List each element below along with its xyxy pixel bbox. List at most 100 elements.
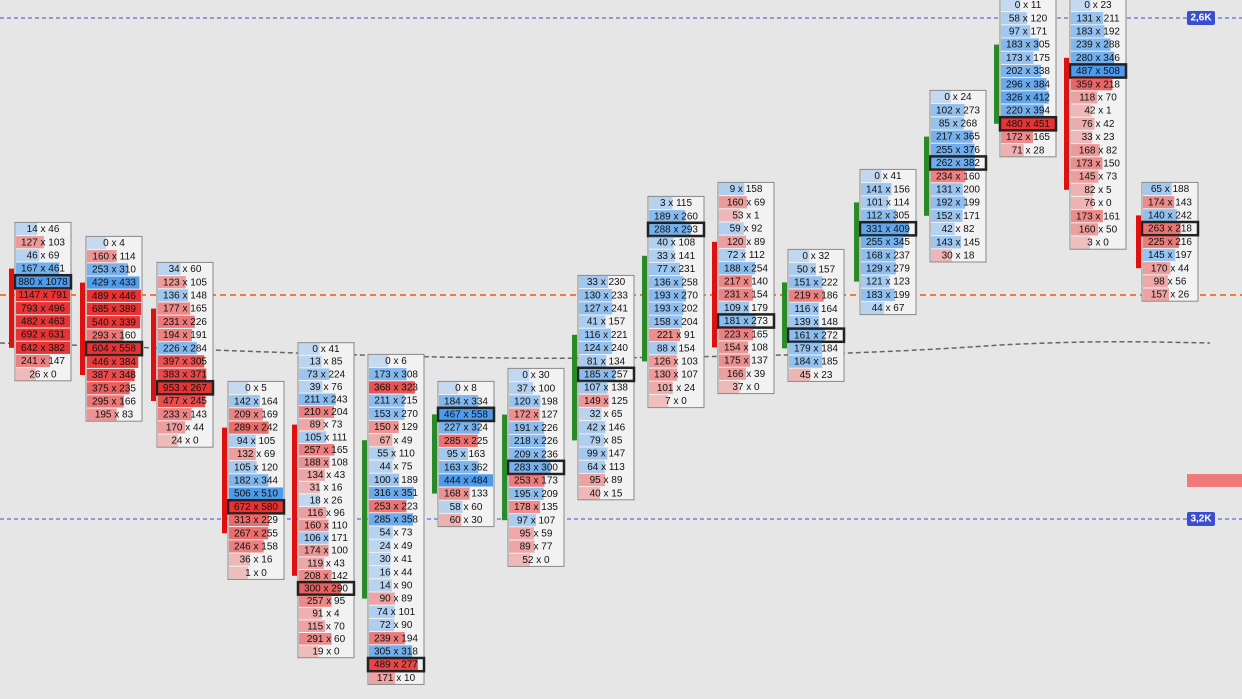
cell-text: 34 x 60 [169,264,202,275]
cell-bar [299,343,320,355]
cell-text: 127 x 103 [21,237,65,248]
cell-bar [369,618,395,632]
cell-bar [299,469,325,481]
cell-bar [369,354,389,368]
cell-bar [649,355,677,368]
cell-text: 37 x 100 [517,383,556,394]
cell-bar [861,209,897,222]
cell-bar [87,368,135,382]
cell-text: 253 x 223 [374,501,418,512]
cell-bar [719,275,752,288]
cell-text: 253 x 173 [514,476,558,487]
cell-bar [579,341,613,355]
cell-bar [439,474,493,487]
cell-bar [649,315,683,328]
cell-text: 120 x 198 [514,397,558,408]
cell-text: 285 x 358 [374,515,418,526]
cell-text: 152 x 171 [936,211,980,222]
cell-bar [439,487,470,500]
cell-text: 444 x 484 [444,476,488,487]
cell-bar [299,355,322,368]
cell-text: 231 x 154 [724,290,768,301]
cell-text: 0 x 6 [385,356,407,367]
cell-text: 16 x 44 [380,567,413,578]
cell-text: 85 x 268 [939,119,978,130]
cell-bar [439,395,479,408]
cell-bar [1143,196,1175,209]
cell-text: 67 x 49 [380,435,413,446]
cell-text: 170 x 44 [166,423,205,434]
cell-bar [789,342,823,355]
cell-text: 40 x 108 [657,238,696,249]
cell-bar [861,235,904,249]
cell-text: 184 x 334 [444,396,488,407]
cell-text: 188 x 108 [304,458,348,469]
footprint-column: 0 x 8 184 x 334 467 x 558 227 x 324 285 x 22… [432,380,496,528]
cell-bar [1071,25,1105,38]
cell-bar [509,434,546,448]
price-tag [1187,11,1215,25]
cell-text: 0 x 11 [1015,0,1042,11]
cell-bar [369,605,395,618]
cell-bar [299,418,325,431]
cell-bar [719,209,741,222]
cell-text: 33 x 141 [657,251,696,262]
cell-bar [649,302,684,315]
cell-text: 285 x 225 [444,436,488,447]
cell-text: 95 x 163 [447,449,486,460]
cell-bar [158,262,181,276]
cell-bar [299,381,323,393]
cell-bar [1143,288,1170,301]
cell-text: 131 x 211 [1076,13,1120,24]
cell-bar [509,395,541,408]
cell-text: 313 x 229 [234,515,278,526]
poc-box [576,366,636,383]
cell-bar [369,420,399,434]
cell-bar [439,461,479,474]
cell-text: 18 x 26 [310,495,343,506]
cell-bar [931,170,966,183]
cell-bar [1143,209,1177,222]
cell-bar [439,500,463,513]
cell-text: 267 x 255 [234,528,278,539]
cell-bar [16,302,70,315]
cell-bar [719,196,747,209]
cell-bar [16,249,40,262]
cell-bar [931,117,964,130]
cell-bar [16,328,70,341]
cell-text: 0 x 41 [874,171,902,182]
cell-bar [369,539,391,552]
cell-text: 183 x 192 [1076,27,1120,38]
candle-body [151,308,156,401]
cell-bar [579,447,608,460]
cell-text: 209 x 236 [514,449,558,460]
cell-bar [1143,275,1168,288]
cell-bar [649,328,681,342]
cell-text: 1 x 0 [245,568,267,579]
candle-body [572,334,577,441]
cell-text: 89 x 73 [310,420,343,431]
cell-text: 76 x 42 [1082,119,1115,130]
cell-text: 157 x 26 [1151,290,1190,301]
cell-bar [719,380,740,394]
cell-text: 953 x 267 [163,383,207,394]
cell-text: 73 x 224 [307,369,346,380]
cell-text: 487 x 508 [1076,66,1120,77]
cell-bar [299,570,332,582]
cell-bar [369,434,393,447]
cell-bar [229,474,269,487]
cell-text: 241 x 147 [21,356,65,367]
cell-text: 44 x 67 [872,303,905,314]
cell-text: 145 x 73 [1079,172,1118,183]
cell-bar [87,408,117,421]
footprint-column: 0 x 32 50 x 157 151 x 222 219 x 186 116 x 16… [782,248,846,382]
cell-text: 105 x 111 [305,432,348,443]
cell-text: 72 x 112 [727,250,765,261]
cell-text: 219 x 186 [794,291,838,302]
cell-bar [789,368,811,381]
cell-bar [509,368,530,382]
cell-bar [861,262,896,275]
cell-bar [789,263,816,276]
candle-body [994,44,999,124]
cell-text: 173 x 308 [374,369,418,380]
